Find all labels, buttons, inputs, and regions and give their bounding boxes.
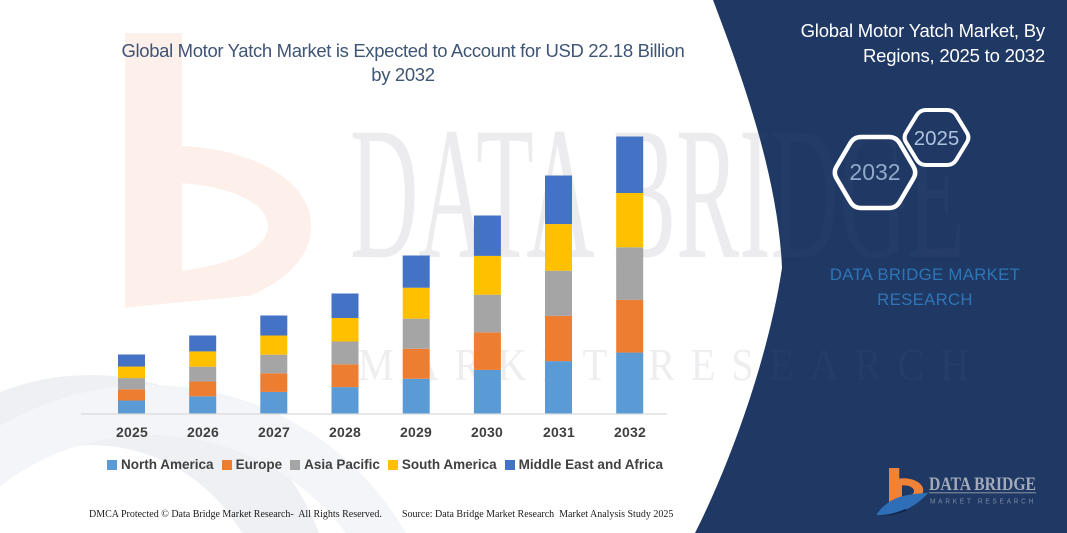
svg-text:2025: 2025	[914, 127, 960, 150]
svg-text:DATA BRIDGE: DATA BRIDGE	[929, 474, 1036, 495]
svg-text:MARKET RESEARCH: MARKET RESEARCH	[930, 497, 1036, 506]
svg-text:2032: 2032	[849, 159, 900, 185]
